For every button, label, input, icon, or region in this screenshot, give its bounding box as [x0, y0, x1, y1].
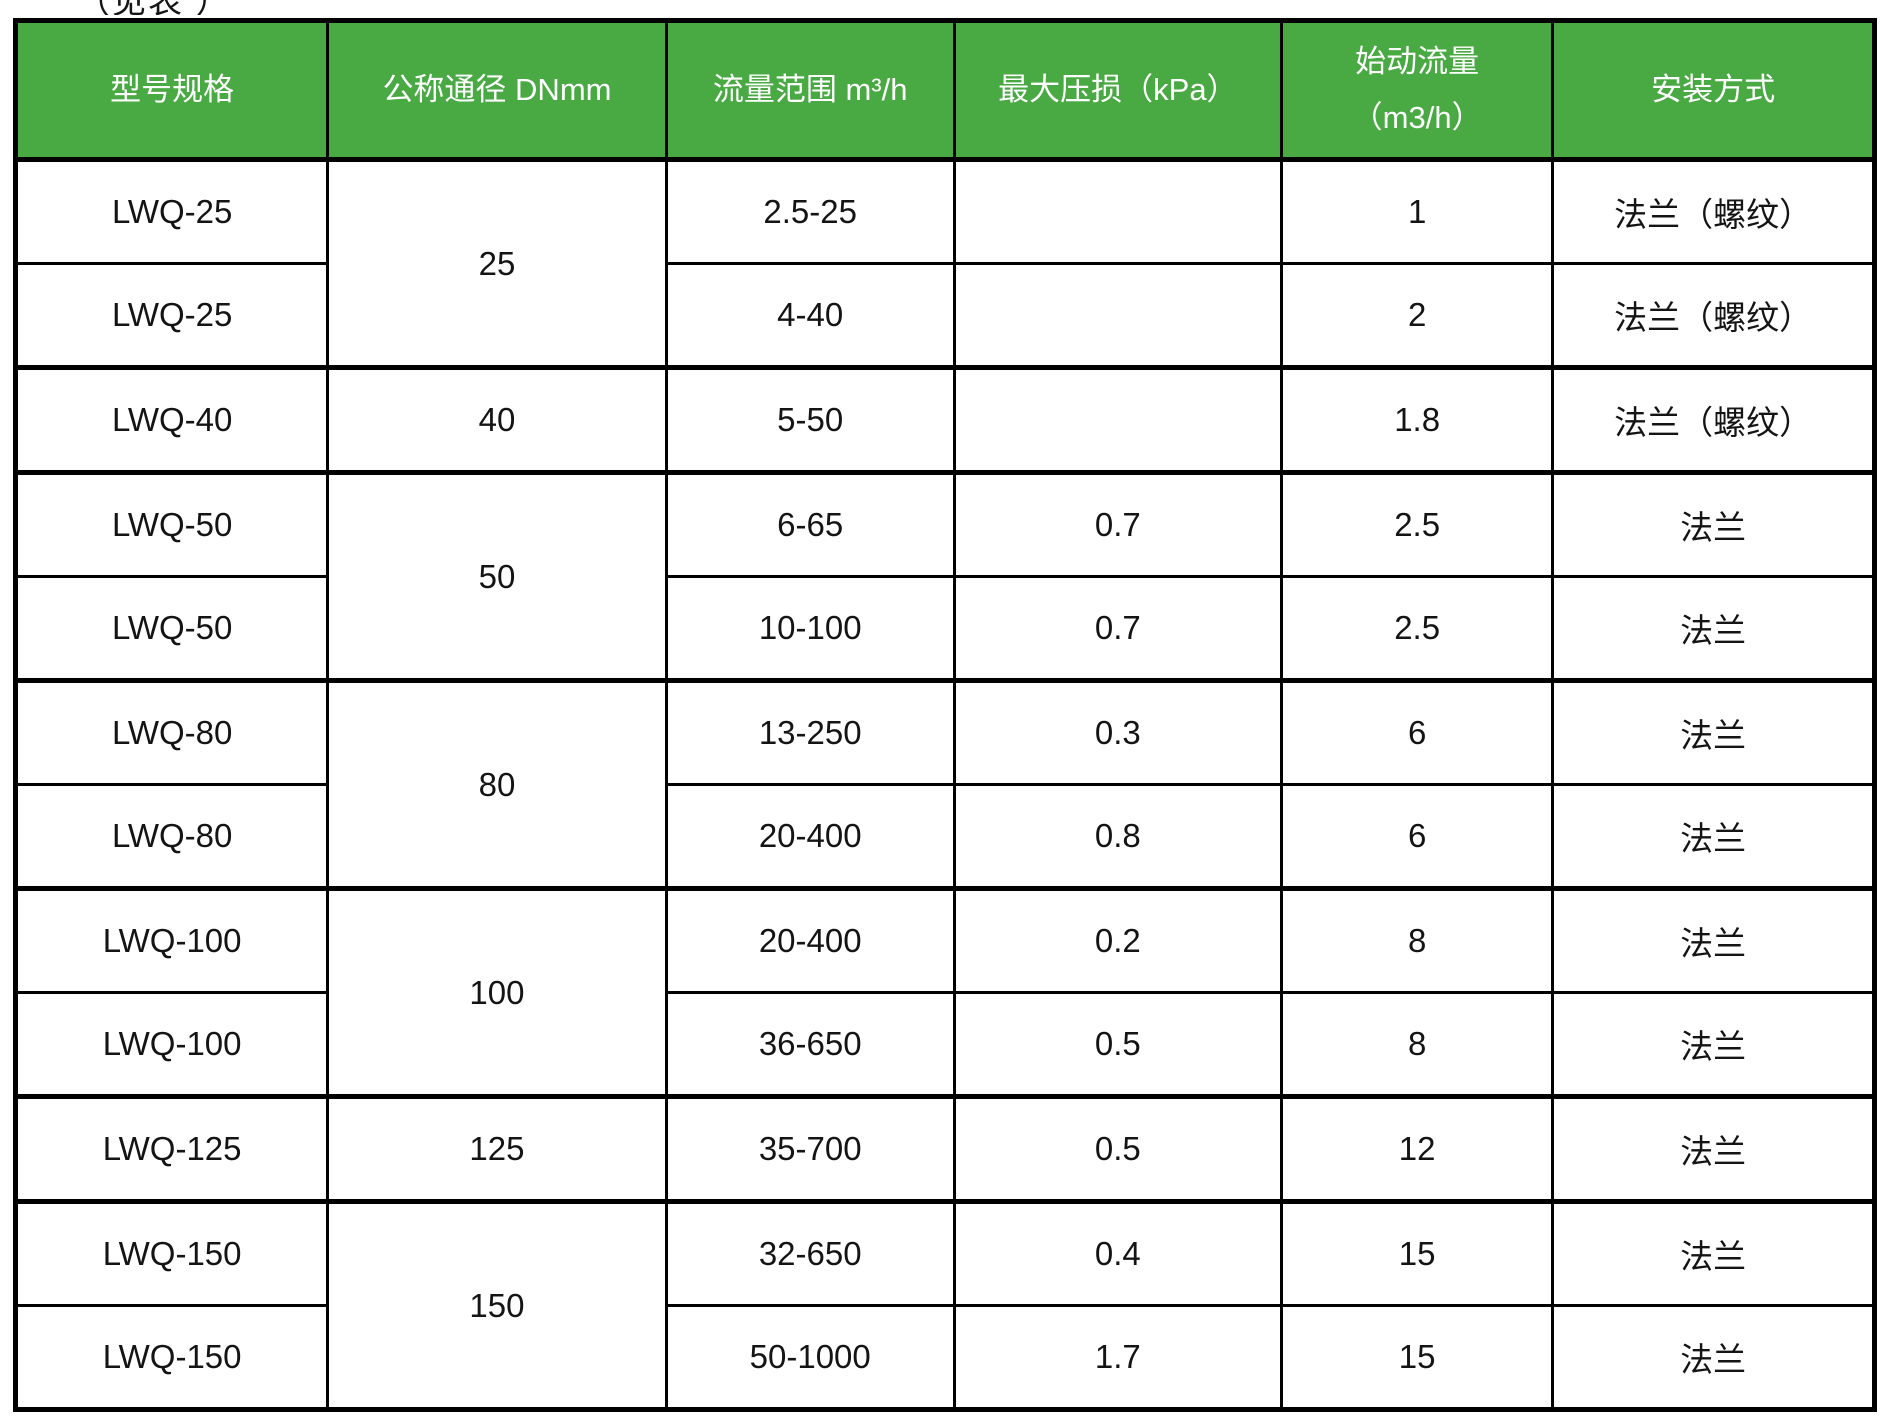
cell-model: LWQ-150 — [13, 1304, 330, 1411]
cell-install-method: 法兰 — [1551, 886, 1876, 994]
cell-flow-range: 36-650 — [664, 991, 956, 1098]
cell-install-method: 法兰 — [1551, 470, 1876, 578]
table-row: LWQ-150 50-1000 1.7 15 法兰 — [13, 1304, 1876, 1411]
table-row: LWQ-100 100 20-400 0.2 8 法兰 — [13, 886, 1876, 1098]
cell-start-flow: 6 — [1279, 783, 1555, 890]
cell-max-pressure-loss: 0.8 — [952, 783, 1283, 890]
cell-start-flow: 6 — [1279, 678, 1555, 786]
table-row: LWQ-50 10-100 0.7 2.5 法兰 — [13, 575, 1876, 682]
cell-model: LWQ-100 — [13, 991, 330, 1098]
cell-max-pressure-loss: 0.2 — [952, 886, 1283, 994]
cell-model: LWQ-80 — [13, 783, 330, 890]
cell-flow-range: 32-650 — [664, 1199, 956, 1307]
table-row: LWQ-80 80 13-250 0.3 6 法兰 — [13, 678, 1876, 890]
cell-nominal-diameter: 80 — [326, 678, 668, 890]
top-note-text: （见表 ） — [76, 0, 231, 15]
table-row: LWQ-80 20-400 0.8 6 法兰 — [13, 783, 1876, 890]
table-row: LWQ-125 125 35-700 0.5 12 法兰 — [13, 1094, 1876, 1203]
cell-start-flow: 8 — [1279, 886, 1555, 994]
table-body: LWQ-25 25 2.5-25 1 法兰（螺纹） LWQ-25 4-40 2 法兰（螺纹） LW… — [13, 158, 1876, 1411]
cell-nominal-diameter: 25 — [326, 158, 668, 369]
cell-nominal-diameter: 100 — [326, 886, 668, 1098]
cell-install-method: 法兰 — [1551, 575, 1876, 682]
cell-start-flow: 1.8 — [1279, 365, 1555, 474]
table-row: LWQ-50 50 6-65 0.7 2.5 法兰 — [13, 470, 1876, 682]
cell-max-pressure-loss — [952, 365, 1283, 474]
cell-nominal-diameter: 125 — [326, 1094, 668, 1203]
cell-start-flow: 8 — [1279, 991, 1555, 1098]
table-row: LWQ-25 4-40 2 法兰（螺纹） — [13, 262, 1876, 369]
cell-model: LWQ-40 — [13, 365, 330, 474]
table-row: LWQ-40 40 5-50 1.8 法兰（螺纹） — [13, 365, 1876, 474]
cell-flow-range: 13-250 — [664, 678, 956, 786]
cell-max-pressure-loss: 0.7 — [952, 575, 1283, 682]
cell-model: LWQ-100 — [13, 886, 330, 994]
cell-flow-range: 6-65 — [664, 470, 956, 578]
cell-flow-range: 50-1000 — [664, 1304, 956, 1411]
table-header: 型号规格 公称通径 DNmm 流量范围 m³/h 最大压损（kPa） 始动流量 … — [13, 19, 1876, 162]
cell-install-method: 法兰（螺纹） — [1551, 262, 1876, 369]
cell-install-method: 法兰 — [1551, 783, 1876, 890]
cell-max-pressure-loss: 0.5 — [952, 1094, 1283, 1203]
cell-max-pressure-loss — [952, 262, 1283, 369]
col-header-flow-range: 流量范围 m³/h — [664, 19, 956, 162]
cell-start-flow: 2 — [1279, 262, 1555, 369]
cell-flow-range: 20-400 — [664, 783, 956, 890]
cell-flow-range: 5-50 — [664, 365, 956, 474]
table-row: LWQ-100 36-650 0.5 8 法兰 — [13, 991, 1876, 1098]
table-row: LWQ-25 25 2.5-25 1 法兰（螺纹） — [13, 158, 1876, 369]
col-header-nominal-diameter: 公称通径 DNmm — [326, 19, 668, 162]
cell-max-pressure-loss: 0.7 — [952, 470, 1283, 578]
top-note: （见表 ） — [76, 0, 1890, 15]
cell-start-flow: 12 — [1279, 1094, 1555, 1203]
cell-install-method: 法兰 — [1551, 1199, 1876, 1307]
col-header-max-pressure-loss: 最大压损（kPa） — [952, 19, 1283, 162]
col-header-install-method: 安装方式 — [1551, 19, 1876, 162]
cell-install-method: 法兰 — [1551, 1304, 1876, 1411]
cell-max-pressure-loss: 0.5 — [952, 991, 1283, 1098]
cell-install-method: 法兰（螺纹） — [1551, 158, 1876, 265]
cell-max-pressure-loss: 0.4 — [952, 1199, 1283, 1307]
cell-model: LWQ-50 — [13, 575, 330, 682]
cell-model: LWQ-125 — [13, 1094, 330, 1203]
cell-flow-range: 4-40 — [664, 262, 956, 369]
cell-nominal-diameter: 50 — [326, 470, 668, 682]
cell-model: LWQ-25 — [13, 262, 330, 369]
col-header-model: 型号规格 — [13, 19, 330, 162]
cell-nominal-diameter: 40 — [326, 365, 668, 474]
cell-nominal-diameter: 150 — [326, 1199, 668, 1411]
cell-install-method: 法兰 — [1551, 678, 1876, 786]
cell-start-flow: 1 — [1279, 158, 1555, 265]
cell-flow-range: 10-100 — [664, 575, 956, 682]
cell-max-pressure-loss — [952, 158, 1283, 265]
table-row: LWQ-150 150 32-650 0.4 15 法兰 — [13, 1199, 1876, 1411]
cell-model: LWQ-150 — [13, 1199, 330, 1307]
cell-start-flow: 2.5 — [1279, 575, 1555, 682]
cell-max-pressure-loss: 1.7 — [952, 1304, 1283, 1411]
header-row: 型号规格 公称通径 DNmm 流量范围 m³/h 最大压损（kPa） 始动流量 … — [13, 19, 1876, 162]
col-header-start-flow: 始动流量 （m3/h） — [1279, 19, 1555, 162]
cell-start-flow: 2.5 — [1279, 470, 1555, 578]
cell-start-flow: 15 — [1279, 1304, 1555, 1411]
cell-install-method: 法兰（螺纹） — [1551, 365, 1876, 474]
cell-model: LWQ-80 — [13, 678, 330, 786]
cell-model: LWQ-25 — [13, 158, 330, 265]
cell-model: LWQ-50 — [13, 470, 330, 578]
cell-flow-range: 2.5-25 — [664, 158, 956, 265]
cell-flow-range: 35-700 — [664, 1094, 956, 1203]
cell-max-pressure-loss: 0.3 — [952, 678, 1283, 786]
cell-install-method: 法兰 — [1551, 991, 1876, 1098]
cell-flow-range: 20-400 — [664, 886, 956, 994]
flowmeter-spec-table: 型号规格 公称通径 DNmm 流量范围 m³/h 最大压损（kPa） 始动流量 … — [13, 18, 1877, 1412]
cell-install-method: 法兰 — [1551, 1094, 1876, 1203]
cell-start-flow: 15 — [1279, 1199, 1555, 1307]
